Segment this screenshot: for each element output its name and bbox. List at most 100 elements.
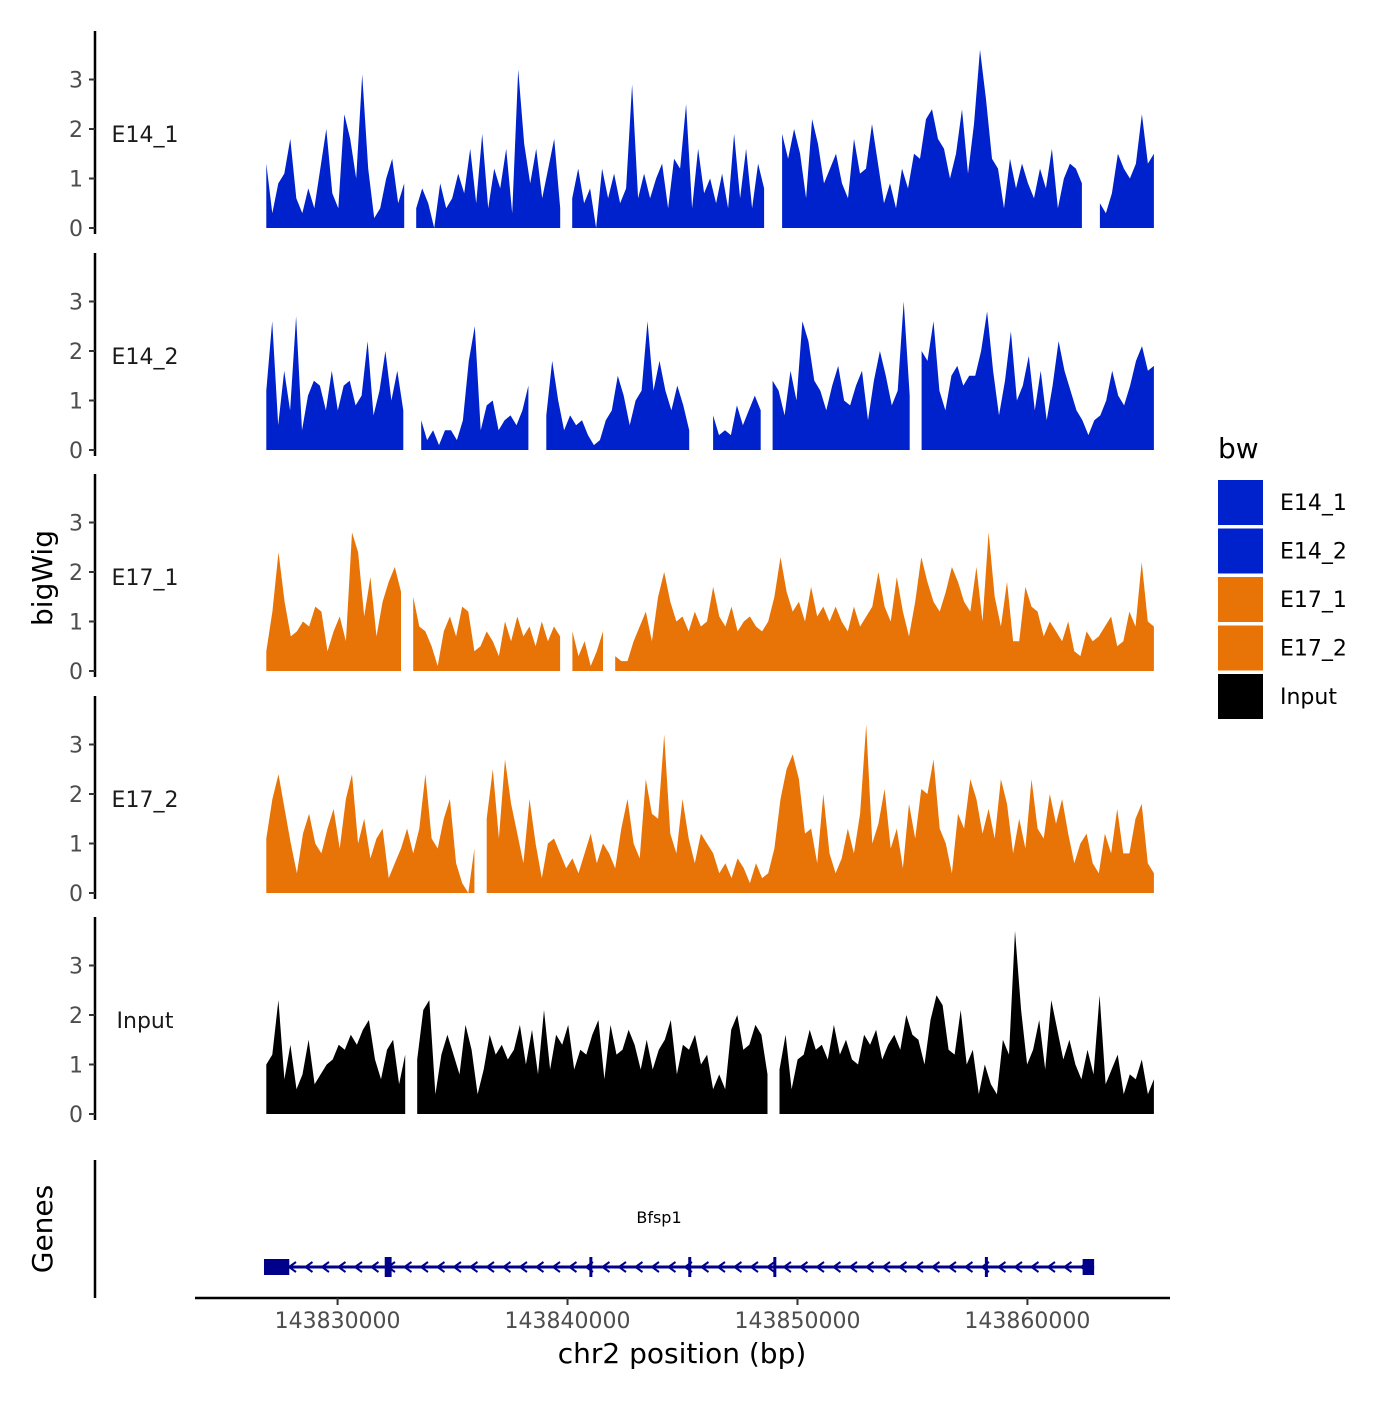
coverage-area-E14_1-1 bbox=[416, 69, 561, 228]
coverage-area-E14_1-2 bbox=[572, 84, 765, 228]
strand-arrow bbox=[567, 1261, 578, 1273]
strand-arrow bbox=[1029, 1261, 1040, 1273]
y-tick-label-E17_2-1: 1 bbox=[69, 833, 83, 858]
strand-arrow bbox=[1062, 1261, 1073, 1273]
legend-key-E14_1 bbox=[1218, 480, 1263, 525]
coverage-area-E17_1-3 bbox=[615, 532, 1154, 671]
strand-arrow bbox=[551, 1261, 561, 1273]
x-tick-label-143830000: 143830000 bbox=[275, 1309, 401, 1334]
strand-arrow bbox=[1046, 1261, 1056, 1273]
gene-exon-1 bbox=[384, 1257, 392, 1277]
legend-label-Input: Input bbox=[1280, 685, 1337, 710]
gene-exon-5 bbox=[984, 1257, 988, 1277]
coverage-area-E14_2-2 bbox=[546, 321, 690, 450]
strand-arrow bbox=[914, 1261, 924, 1273]
legend-key-Input bbox=[1218, 674, 1263, 719]
y-tick-label-E17_1-2: 2 bbox=[69, 561, 83, 586]
y-axis-title: bigWig bbox=[26, 530, 59, 626]
strand-arrow bbox=[501, 1261, 512, 1273]
legend-label-E14_2: E14_2 bbox=[1280, 540, 1347, 565]
y-tick-label-Input-2: 2 bbox=[69, 1004, 83, 1029]
strand-arrow bbox=[435, 1261, 446, 1273]
y-tick-label-E14_2-0: 0 bbox=[69, 439, 83, 464]
strand-arrow bbox=[518, 1261, 528, 1273]
strand-arrow bbox=[798, 1261, 809, 1273]
strand-arrow bbox=[1013, 1261, 1023, 1273]
legend-label-E17_2: E17_2 bbox=[1280, 637, 1347, 662]
strand-arrow bbox=[815, 1261, 825, 1273]
track-label-E17_2: E17_2 bbox=[112, 788, 179, 813]
coverage-area-E14_2-1 bbox=[421, 326, 529, 450]
strand-arrow bbox=[303, 1261, 314, 1273]
track-label-E14_2: E14_2 bbox=[112, 345, 179, 370]
coverage-area-E14_2-5 bbox=[921, 311, 1154, 450]
legend-label-E17_1: E17_1 bbox=[1280, 588, 1347, 613]
strand-arrow bbox=[930, 1261, 941, 1273]
track-label-Input: Input bbox=[117, 1009, 174, 1034]
coverage-area-E14_1-3 bbox=[782, 49, 1082, 228]
strand-arrow bbox=[963, 1261, 974, 1273]
strand-arrow bbox=[782, 1261, 792, 1273]
coverage-area-E17_1-2 bbox=[572, 631, 603, 671]
strand-arrow bbox=[452, 1261, 462, 1273]
coverage-area-E14_2-3 bbox=[713, 395, 761, 450]
strand-arrow bbox=[881, 1261, 891, 1273]
coverage-area-E17_1-0 bbox=[266, 532, 401, 671]
coverage-area-E14_2-4 bbox=[772, 301, 910, 450]
y-tick-label-E17_1-1: 1 bbox=[69, 611, 83, 636]
legend-label-E14_1: E14_1 bbox=[1280, 491, 1347, 516]
coverage-area-Input-2 bbox=[779, 930, 1154, 1114]
y-tick-label-E14_1-3: 3 bbox=[69, 69, 83, 94]
strand-arrow bbox=[947, 1261, 957, 1273]
track-label-E14_1: E14_1 bbox=[112, 123, 179, 148]
coverage-area-Input-1 bbox=[417, 1000, 768, 1114]
y-tick-label-E14_1-1: 1 bbox=[69, 168, 83, 193]
strand-arrow bbox=[320, 1261, 330, 1273]
strand-arrow bbox=[699, 1261, 710, 1273]
strand-arrow bbox=[897, 1261, 908, 1273]
coverage-area-E17_2-0 bbox=[266, 774, 475, 893]
genes-axis-title: Genes bbox=[26, 1185, 59, 1273]
x-axis-title: chr2 position (bp) bbox=[558, 1337, 807, 1370]
strand-arrow bbox=[666, 1261, 677, 1273]
gene-exon-4 bbox=[773, 1257, 777, 1277]
coverage-area-E14_2-0 bbox=[266, 316, 404, 450]
strand-arrow bbox=[765, 1261, 776, 1273]
x-tick-label-143850000: 143850000 bbox=[734, 1309, 860, 1334]
strand-arrow bbox=[369, 1261, 380, 1273]
coverage-area-Input-0 bbox=[266, 1000, 406, 1114]
y-tick-label-E17_2-0: 0 bbox=[69, 882, 83, 907]
strand-arrow bbox=[485, 1261, 495, 1273]
y-tick-label-E14_2-1: 1 bbox=[69, 390, 83, 415]
gene-exon-2 bbox=[589, 1257, 593, 1277]
y-tick-label-E14_1-2: 2 bbox=[69, 118, 83, 143]
legend-key-E17_1 bbox=[1218, 577, 1263, 622]
y-tick-label-E17_2-2: 2 bbox=[69, 783, 83, 808]
gene-label: Bfsp1 bbox=[636, 1208, 681, 1227]
y-tick-label-E17_1-3: 3 bbox=[69, 512, 83, 537]
strand-arrow bbox=[732, 1261, 743, 1273]
strand-arrow bbox=[617, 1261, 627, 1273]
strand-arrow bbox=[419, 1261, 429, 1273]
strand-arrow bbox=[633, 1261, 644, 1273]
strand-arrow bbox=[534, 1261, 545, 1273]
legend-title: bw bbox=[1218, 432, 1259, 465]
strand-arrow bbox=[749, 1261, 759, 1273]
y-tick-label-E14_2-2: 2 bbox=[69, 340, 83, 365]
y-tick-label-Input-3: 3 bbox=[69, 955, 83, 980]
x-tick-label-143840000: 143840000 bbox=[505, 1309, 631, 1334]
y-tick-label-Input-1: 1 bbox=[69, 1054, 83, 1079]
strand-arrow bbox=[650, 1261, 660, 1273]
coverage-area-E14_1-0 bbox=[266, 74, 405, 228]
strand-arrow bbox=[353, 1261, 363, 1273]
gene-exon-6 bbox=[1082, 1259, 1095, 1275]
y-tick-label-E17_1-0: 0 bbox=[69, 660, 83, 685]
strand-arrow bbox=[600, 1261, 611, 1273]
coverage-area-E17_2-1 bbox=[486, 724, 1154, 893]
strand-arrow bbox=[468, 1261, 479, 1273]
legend-key-E14_2 bbox=[1218, 528, 1263, 574]
strand-arrow bbox=[831, 1261, 842, 1273]
strand-arrow bbox=[336, 1261, 347, 1273]
strand-arrow bbox=[848, 1261, 858, 1273]
